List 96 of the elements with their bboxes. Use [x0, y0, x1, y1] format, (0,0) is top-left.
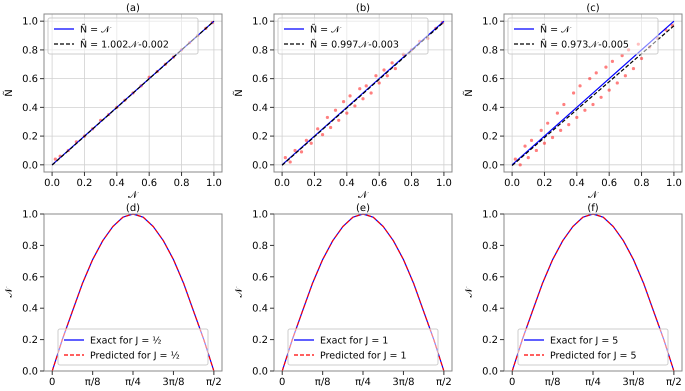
y-tick-label: 0.8: [22, 45, 38, 56]
chart-title: (e): [356, 203, 370, 214]
y-tick-label: 0.4: [22, 304, 38, 315]
legend-label: Exact for J = 5: [550, 335, 618, 346]
x-tick-label: π/2: [436, 377, 452, 388]
chart-title: (c): [586, 3, 600, 14]
x-tick-label: 0.8: [174, 178, 190, 189]
y-axis-title: Ñ: [462, 89, 475, 97]
x-tick-label: π/8: [314, 377, 331, 388]
y-tick-label: 0.2: [252, 335, 268, 346]
y-axis-title: Ñ: [2, 89, 15, 97]
x-tick-label: 0.2: [306, 178, 322, 189]
y-tick-label: 0.0: [482, 160, 498, 172]
y-tick-label: 0.2: [22, 335, 38, 346]
x-axis-title: 𝒩: [358, 190, 369, 201]
y-tick-label: 1.0: [482, 16, 498, 28]
x-tick-label: 1.0: [666, 178, 682, 189]
legend-label: Predicted for J = ½: [90, 350, 180, 362]
x-tick-label: π/2: [206, 377, 222, 388]
y-tick-label: 1.0: [482, 210, 498, 220]
x-tick-label: 0.0: [44, 178, 60, 189]
y-tick-label: 1.0: [252, 210, 268, 220]
x-tick-label: π/4: [585, 377, 601, 388]
x-tick-label: 0: [509, 377, 516, 388]
y-tick-label: 0.0: [252, 160, 268, 172]
x-tick-label: 3π/8: [622, 377, 644, 388]
x-tick-label: π/8: [544, 377, 561, 388]
x-tick-label: π/2: [666, 377, 682, 388]
y-tick-label: 0.4: [482, 304, 498, 315]
y-tick-label: 0.8: [22, 240, 38, 252]
y-tick-label: 0.6: [252, 74, 268, 86]
legend-label: Ñ = 𝒩: [80, 23, 112, 36]
x-axis-title: 𝒩: [128, 190, 139, 201]
chart-title: (d): [126, 203, 140, 214]
y-tick-label: 0.8: [482, 45, 498, 56]
x-tick-label: π/8: [84, 377, 101, 388]
y-tick-label: 0.8: [252, 240, 268, 252]
legend-label: Ñ = 𝒩: [310, 23, 342, 36]
y-tick-label: 0.0: [22, 160, 38, 172]
y-tick-label: 0.0: [482, 366, 498, 378]
y-tick-label: 0.6: [252, 272, 268, 284]
y-tick-label: 0.0: [252, 366, 268, 378]
x-tick-label: π/4: [125, 377, 141, 388]
y-tick-label: 0.2: [482, 132, 498, 143]
x-tick-label: 0.6: [601, 178, 618, 189]
chart-title: (b): [356, 3, 370, 14]
x-tick-label: 0.4: [108, 178, 125, 189]
y-tick-label: 0.4: [252, 304, 268, 315]
y-tick-label: 0.4: [22, 102, 38, 114]
y-tick-label: 0.6: [482, 74, 498, 86]
y-axis-title: 𝒩: [464, 286, 475, 298]
chart-title: (a): [126, 3, 140, 14]
x-tick-label: 0.2: [76, 178, 92, 189]
x-tick-label: π/4: [355, 377, 371, 388]
x-tick-label: 0.8: [634, 178, 650, 189]
x-tick-label: 0.4: [568, 178, 585, 189]
legend-label: Ñ = 0.997𝒩-0.003: [310, 38, 399, 50]
y-tick-label: 1.0: [252, 16, 268, 28]
legend-label: Predicted for J = 5: [550, 350, 637, 362]
y-tick-label: 0.6: [482, 272, 498, 284]
legend-label: Predicted for J = 1: [320, 350, 407, 362]
y-tick-label: 0.6: [22, 272, 38, 284]
y-tick-label: 0.2: [252, 132, 268, 143]
x-tick-label: 0.0: [504, 178, 520, 189]
y-tick-label: 0.8: [482, 240, 498, 252]
x-tick-label: 0: [49, 377, 56, 388]
y-tick-label: 0.6: [22, 74, 38, 86]
x-tick-label: 0.8: [404, 178, 420, 189]
x-tick-label: 1.0: [206, 178, 222, 189]
y-tick-label: 0.0: [22, 366, 38, 378]
x-tick-label: 0: [279, 377, 286, 388]
y-tick-label: 1.0: [22, 210, 38, 220]
y-tick-label: 0.2: [22, 132, 38, 143]
y-tick-label: 1.0: [22, 16, 38, 28]
legend-label: Exact for J = ½: [90, 335, 162, 346]
x-tick-label: 0.0: [274, 178, 290, 189]
y-tick-label: 0.4: [482, 102, 498, 114]
y-axis-title: Ñ: [232, 89, 245, 97]
y-axis-title: 𝒩: [234, 286, 245, 298]
y-axis-title: 𝒩: [4, 286, 15, 298]
x-tick-label: 3π/8: [392, 377, 414, 388]
x-tick-label: 0.6: [141, 178, 158, 189]
y-tick-label: 0.4: [252, 102, 268, 114]
x-axis-title: 𝒩: [588, 190, 599, 201]
chart-title: (f): [587, 203, 599, 214]
y-tick-label: 0.2: [482, 335, 498, 346]
legend-label: Ñ = 1.002𝒩-0.002: [80, 38, 169, 50]
x-tick-label: 3π/8: [162, 377, 184, 388]
legend-label: Exact for J = 1: [320, 335, 388, 346]
x-tick-label: 0.2: [536, 178, 552, 189]
x-tick-label: 0.4: [338, 178, 355, 189]
legend-label: Ñ = 0.973𝒩-0.005: [540, 38, 629, 50]
x-tick-label: 0.6: [371, 178, 388, 189]
legend-label: Ñ = 𝒩: [540, 23, 572, 36]
y-tick-label: 0.8: [252, 45, 268, 56]
x-tick-label: 1.0: [436, 178, 452, 189]
